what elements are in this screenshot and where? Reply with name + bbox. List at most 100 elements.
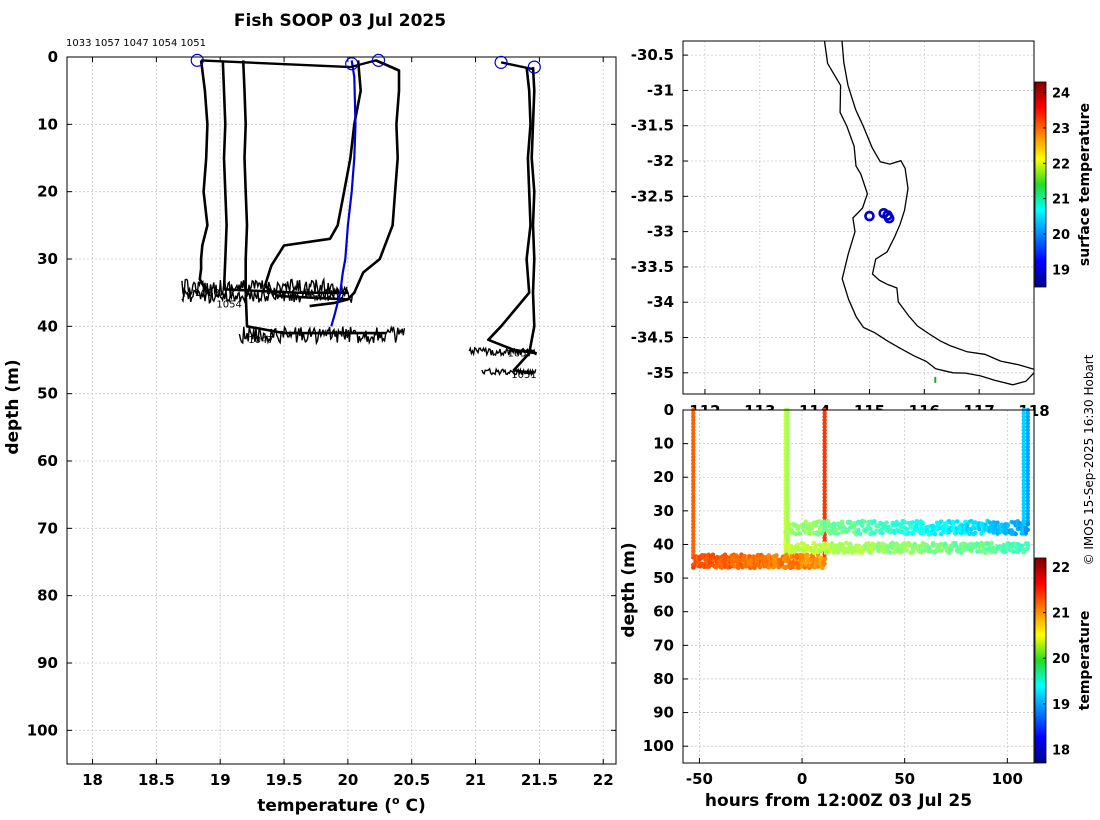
section-data-point — [785, 448, 790, 453]
section-data-point — [785, 438, 790, 443]
section-data-point — [691, 488, 696, 493]
y-tick-label: 80 — [37, 587, 58, 605]
section-data-point — [1021, 411, 1026, 416]
section-y-tick-label: 70 — [653, 636, 674, 654]
section-data-point — [766, 565, 771, 570]
section-data-point — [822, 485, 827, 490]
profile-label-1051: 1051 — [511, 370, 536, 381]
section-data-point — [1025, 508, 1031, 514]
x-axis-label: temperature (o C) — [257, 794, 426, 816]
section-y-tick-label: 60 — [653, 603, 674, 621]
map-plot-area — [823, 41, 1034, 386]
section-data-point — [822, 471, 827, 477]
section-data-point — [860, 523, 865, 529]
section-data-point — [904, 547, 909, 553]
colorbar-tick-label: 22 — [1052, 157, 1070, 172]
section-data-point — [1025, 491, 1031, 497]
section-data-point — [848, 544, 853, 549]
section-data-point — [1025, 543, 1031, 548]
map-y-tick-label: -34.5 — [631, 329, 674, 347]
section-data-point — [1025, 427, 1031, 433]
section-data-point — [860, 550, 865, 555]
section-y-tick-label: 0 — [664, 401, 674, 419]
profile-id-header-1033: 1033 — [66, 38, 91, 49]
section-data-point — [1021, 512, 1026, 517]
section-data-point — [825, 518, 831, 524]
section-data-point — [1025, 414, 1031, 419]
section-data-point — [807, 531, 813, 536]
section-data-point — [926, 545, 932, 550]
section-data-point — [1025, 515, 1031, 520]
section-data-point — [691, 454, 696, 460]
section-data-point — [906, 530, 911, 535]
section-data-point — [822, 561, 827, 566]
section-data-point — [822, 451, 827, 456]
section-data-point — [691, 538, 696, 544]
section-data-point — [785, 451, 790, 456]
y-tick-label: 10 — [37, 115, 58, 133]
section-data-point — [969, 548, 974, 554]
surface-temp-colorbar — [1034, 81, 1047, 288]
profile-label-1033: 1033 — [195, 288, 220, 299]
section-data-point — [785, 411, 790, 416]
section-data-point — [691, 515, 696, 520]
section-data-point — [785, 475, 790, 480]
profile-id-header-1051: 1051 — [177, 38, 206, 49]
section-data-point — [1025, 438, 1031, 443]
section-data-point — [691, 491, 696, 497]
section-data-point — [1021, 501, 1026, 507]
section-y-tick-label: 90 — [653, 704, 674, 722]
section-data-point — [822, 441, 827, 446]
section-data-point — [1025, 417, 1031, 423]
surface-temp-colorbar-label: surface temperature — [1077, 103, 1093, 266]
section-data-point — [884, 520, 889, 525]
y-tick-label: 20 — [37, 183, 58, 201]
section-data-point — [928, 531, 934, 536]
section-data-point — [691, 485, 696, 490]
section-data-point — [1025, 421, 1031, 426]
y-axis-label: depth (m) — [3, 359, 23, 454]
section-data-point — [822, 411, 827, 416]
section-data-point — [691, 411, 696, 416]
coastline-inner — [841, 41, 1034, 370]
section-data-point — [691, 478, 696, 483]
section-data-point — [823, 549, 829, 554]
map-y-tick-label: -31.5 — [631, 117, 674, 135]
profile-line-1057 — [486, 66, 537, 355]
section-data-point — [839, 521, 845, 527]
colorbar-tick-label: 19 — [1052, 698, 1070, 713]
section-data-point — [795, 527, 800, 532]
section-data-point — [691, 438, 696, 443]
profile-chart-frame — [66, 56, 617, 765]
section-data-point — [691, 421, 696, 426]
section-data-point — [864, 528, 869, 534]
section-data-point — [1021, 421, 1026, 426]
section-data-point — [691, 508, 696, 514]
y-tick-label: 100 — [27, 721, 58, 739]
colorbar-tick-label: 19 — [1052, 263, 1070, 278]
section-data-point — [822, 512, 827, 517]
section-y-tick-label: 20 — [653, 468, 674, 486]
section-data-point — [920, 521, 926, 526]
section-data-point — [910, 549, 915, 555]
map-y-tick-label: -32 — [647, 152, 674, 170]
coastline-outer — [823, 41, 1034, 386]
section-data-point — [785, 471, 790, 477]
section-data-point — [1025, 481, 1031, 487]
section-data-point — [785, 488, 790, 493]
section-x-tick-label: -50 — [686, 770, 713, 788]
section-data-point — [822, 424, 827, 430]
section-data-point — [691, 528, 696, 534]
section-data-point — [752, 565, 757, 571]
profile-line-1051 — [512, 67, 536, 375]
depth-time-section: -50 0 50 100 0 10 20 30 40 50 60 70 80 90 100 hours fro… — [619, 401, 1093, 811]
profile-label-1047: 1047 — [248, 335, 273, 346]
section-data-point — [908, 525, 913, 530]
y-tick-label: 90 — [37, 654, 58, 672]
y-tick-label: 50 — [37, 385, 58, 403]
section-data-point — [691, 468, 696, 473]
section-data-point — [691, 501, 696, 507]
colorbar-tick-label: 23 — [1052, 122, 1070, 137]
colorbar-tick-label: 18 — [1052, 743, 1070, 758]
location-map-frame — [682, 40, 1035, 395]
